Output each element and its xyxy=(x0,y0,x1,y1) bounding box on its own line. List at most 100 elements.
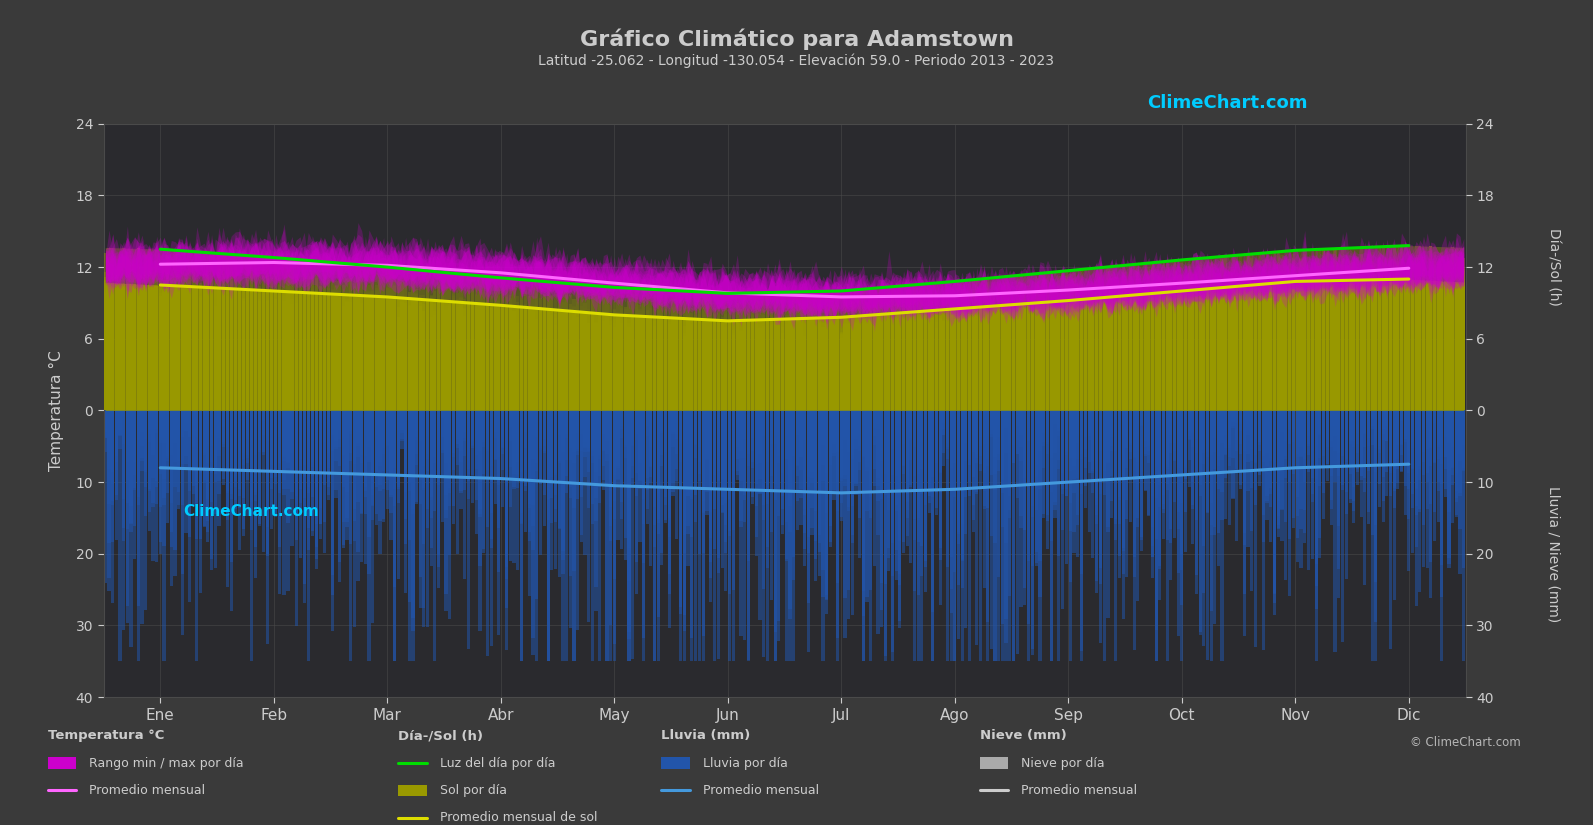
Bar xyxy=(1012,411,1015,464)
Bar xyxy=(583,316,586,411)
Bar xyxy=(572,330,575,411)
Bar xyxy=(524,411,527,486)
Bar xyxy=(371,325,374,411)
Bar xyxy=(349,411,352,428)
Bar xyxy=(854,292,857,411)
Bar xyxy=(916,320,919,411)
Bar xyxy=(151,285,155,411)
Bar xyxy=(843,328,846,411)
Bar xyxy=(605,295,609,411)
Bar xyxy=(430,411,433,470)
Bar xyxy=(656,411,660,662)
Bar xyxy=(1306,411,1309,417)
Bar xyxy=(1125,281,1128,411)
Bar xyxy=(554,312,558,411)
Bar xyxy=(561,411,564,444)
Bar xyxy=(279,285,282,411)
Bar xyxy=(1295,411,1298,412)
Bar xyxy=(143,411,147,439)
Bar xyxy=(218,253,221,411)
Bar xyxy=(957,411,961,586)
Bar xyxy=(796,316,800,411)
Bar xyxy=(1239,295,1243,411)
Bar xyxy=(221,411,225,414)
Bar xyxy=(1217,304,1220,411)
Bar xyxy=(279,296,282,411)
Bar xyxy=(1403,286,1407,411)
Bar xyxy=(1246,411,1249,491)
Bar xyxy=(1258,280,1262,411)
Bar xyxy=(631,313,634,411)
Bar xyxy=(502,307,505,411)
Bar xyxy=(196,411,199,417)
Bar xyxy=(1451,411,1454,467)
Bar xyxy=(1314,411,1317,479)
Bar xyxy=(1273,411,1276,603)
Bar xyxy=(613,411,616,662)
Bar xyxy=(594,411,597,473)
Bar xyxy=(1276,411,1279,529)
Bar xyxy=(140,280,143,411)
Bar xyxy=(602,321,605,411)
Bar xyxy=(196,278,199,411)
Bar xyxy=(602,411,605,417)
Bar xyxy=(870,411,873,455)
Bar xyxy=(226,266,229,411)
Bar xyxy=(1094,295,1098,411)
Bar xyxy=(594,411,597,486)
Bar xyxy=(840,350,843,411)
Bar xyxy=(250,299,253,411)
Bar xyxy=(969,314,972,411)
Bar xyxy=(1364,302,1367,411)
Bar xyxy=(1198,280,1201,411)
Bar xyxy=(405,285,408,411)
Bar xyxy=(631,330,634,411)
Bar xyxy=(1423,411,1426,430)
Bar xyxy=(389,271,392,411)
Bar xyxy=(667,332,671,411)
Bar xyxy=(104,411,107,415)
Bar xyxy=(1454,411,1458,502)
Bar xyxy=(1364,268,1367,411)
Bar xyxy=(1102,289,1106,411)
Bar xyxy=(1023,285,1026,411)
Bar xyxy=(210,308,213,411)
Bar xyxy=(1432,411,1435,412)
Bar xyxy=(436,411,440,414)
Bar xyxy=(1415,274,1418,411)
Bar xyxy=(656,296,660,411)
Bar xyxy=(1042,321,1045,411)
Bar xyxy=(1292,280,1295,411)
Bar xyxy=(331,411,335,422)
Bar xyxy=(242,299,245,411)
Bar xyxy=(1187,311,1190,411)
Bar xyxy=(210,284,213,411)
Bar xyxy=(817,411,820,418)
Bar xyxy=(997,314,1000,411)
Bar xyxy=(953,331,956,411)
Bar xyxy=(1459,269,1462,411)
Bar xyxy=(104,280,107,411)
Bar xyxy=(1239,411,1243,422)
Bar xyxy=(946,322,949,411)
Bar xyxy=(961,313,964,411)
Bar xyxy=(706,295,709,411)
Bar xyxy=(266,411,269,644)
Bar xyxy=(569,346,572,411)
Bar xyxy=(1129,411,1133,445)
Bar xyxy=(1462,257,1466,411)
Bar xyxy=(631,411,634,466)
Bar xyxy=(591,317,594,411)
Bar xyxy=(916,411,919,452)
Bar xyxy=(594,411,597,412)
Bar xyxy=(921,411,924,546)
Bar xyxy=(1187,411,1190,431)
Bar xyxy=(588,323,591,411)
Bar xyxy=(1050,411,1053,455)
Bar xyxy=(1239,255,1243,411)
Bar xyxy=(1300,295,1303,411)
Bar xyxy=(989,411,992,422)
Bar xyxy=(935,328,938,411)
Bar xyxy=(769,411,773,431)
Bar xyxy=(1177,307,1180,411)
